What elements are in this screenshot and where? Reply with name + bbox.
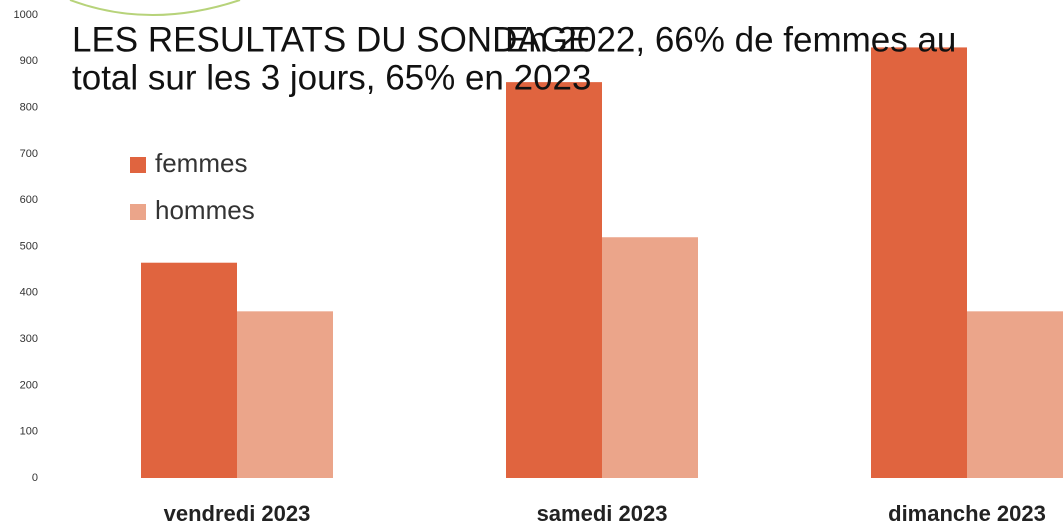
y-tick-label: 900 (20, 55, 38, 67)
legend-swatch (130, 204, 146, 220)
x-tick-label: vendredi 2023 (164, 501, 311, 526)
bar (141, 262, 237, 478)
x-tick-label: samedi 2023 (537, 501, 668, 526)
legend-swatch (130, 157, 146, 173)
y-tick-label: 400 (20, 287, 38, 299)
bar (506, 82, 602, 478)
bar (237, 311, 333, 478)
bar (967, 311, 1063, 478)
annotation: En 2022, 66% de femmes au (505, 20, 956, 59)
y-tick-label: 300 (20, 333, 38, 345)
y-tick-label: 500 (20, 240, 38, 252)
y-tick-label: 600 (20, 194, 38, 206)
y-tick-label: 1000 (14, 9, 38, 21)
x-tick-label: dimanche 2023 (888, 501, 1046, 526)
chart-title: LES RESULTATS DU SONDAGE (72, 20, 591, 59)
legend-label: hommes (155, 195, 255, 225)
bar (871, 47, 967, 478)
y-tick-label: 800 (20, 102, 38, 114)
y-tick-label: 0 (32, 472, 38, 484)
y-tick-label: 100 (20, 426, 38, 438)
legend-label: femmes (155, 148, 247, 178)
y-tick-label: 200 (20, 379, 38, 391)
bar (602, 237, 698, 478)
y-tick-label: 700 (20, 148, 38, 160)
annotation: total sur les 3 jours, 65% en 2023 (72, 58, 591, 97)
decoration (69, 0, 241, 16)
